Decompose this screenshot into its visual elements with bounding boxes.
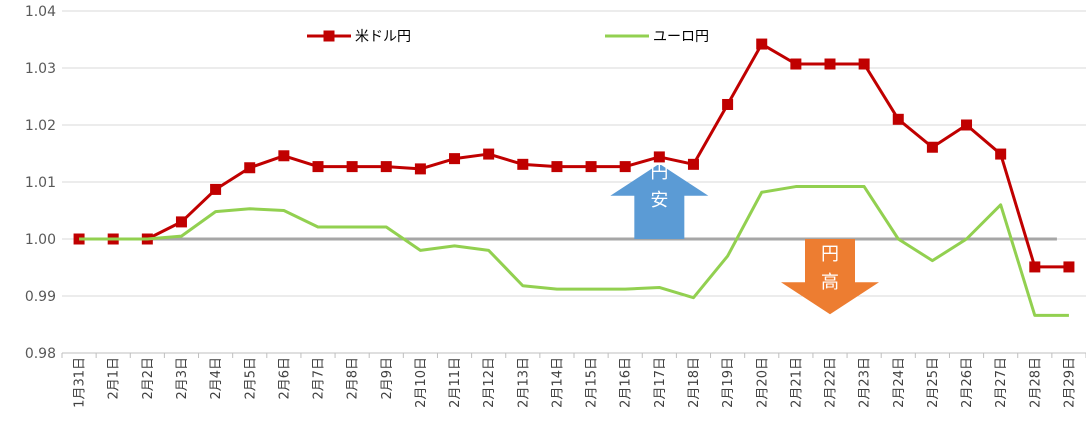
x-tick-label: 2月8日 [346, 357, 361, 400]
gridlines [62, 10, 1086, 354]
x-tick-label: 2月22日 [824, 357, 839, 408]
arrow-label: 安 [650, 190, 668, 211]
data-point-marker [756, 38, 768, 50]
y-tick-label: 1.04 [25, 4, 56, 20]
y-tick-label: 1.03 [25, 61, 56, 77]
data-point-marker [995, 148, 1007, 160]
x-tick-label: 2月19日 [721, 357, 736, 408]
x-tick-label: 2月3日 [175, 357, 190, 400]
data-point-marker [1063, 261, 1075, 273]
y-tick-label: 1.00 [25, 232, 56, 248]
data-point-marker [175, 216, 187, 228]
x-tick-label: 2月17日 [653, 357, 668, 408]
x-tick-label: 2月14日 [550, 357, 565, 408]
x-tick-label: 2月4日 [209, 357, 224, 400]
data-point-marker [1029, 261, 1041, 273]
legend-label: 米ドル円 [355, 29, 411, 45]
x-tick-label: 2月25日 [926, 357, 941, 408]
x-tick-label: 2月1日 [107, 357, 122, 400]
y-tick-label: 0.99 [25, 289, 56, 305]
y-tick-label: 1.01 [25, 175, 56, 191]
x-tick-label: 2月28日 [1028, 357, 1043, 408]
x-tick-label: 2月16日 [619, 357, 634, 408]
legend: 米ドル円 ユーロ円 [307, 29, 709, 45]
x-tick-label: 2月21日 [789, 357, 804, 408]
data-point-marker [278, 150, 290, 162]
x-tick-label: 2月20日 [755, 357, 770, 408]
legend-swatch-marker [323, 30, 335, 42]
series-line-0 [79, 42, 1069, 269]
x-tick-label: 2月10日 [414, 357, 429, 408]
series-line-1 [79, 185, 1069, 317]
arrow-label: 高 [821, 272, 839, 293]
data-point-marker [483, 148, 495, 160]
data-point-marker [551, 161, 563, 173]
x-tick-label: 2月29日 [1062, 357, 1077, 408]
x-tick-label: 2月26日 [960, 357, 975, 408]
x-tick-label: 2月9日 [380, 357, 395, 400]
yen-strong-arrow [781, 239, 879, 315]
data-point-marker [961, 119, 973, 131]
data-point-marker [858, 58, 870, 70]
series-lines [73, 38, 1075, 317]
x-axis-tick-labels: 1月31日 2月1日 2月2日 2月3日 2月4日 2月5日 2月6日 2月7日 2月8日 2月9… [73, 357, 1078, 408]
arrow-label: 円 [821, 244, 839, 265]
x-tick-label: 2月24日 [892, 357, 907, 408]
x-tick-label: 2月5日 [243, 357, 258, 400]
x-tick-label: 2月18日 [687, 357, 702, 408]
x-tick-label: 2月12日 [482, 357, 497, 408]
data-point-marker [380, 161, 392, 173]
data-point-marker [926, 141, 938, 153]
arrow-label: 円 [650, 162, 668, 183]
x-tick-label: 2月2日 [141, 357, 156, 400]
data-point-marker [244, 162, 256, 174]
x-tick-label: 2月6日 [277, 357, 292, 400]
legend-label: ユーロ円 [653, 29, 709, 45]
y-tick-label: 0.98 [25, 346, 56, 362]
x-tick-label: 2月11日 [448, 357, 463, 408]
y-axis-tick-labels: 0.98 0.99 1.00 1.01 1.02 1.03 1.04 [25, 4, 56, 362]
yen-weak-arrow [610, 163, 709, 239]
x-tick-label: 2月13日 [516, 357, 531, 408]
data-point-marker [687, 158, 699, 170]
data-point-marker [346, 161, 358, 173]
data-point-marker [73, 233, 85, 245]
data-point-marker [653, 151, 665, 163]
data-point-marker [790, 58, 802, 70]
y-tick-label: 1.02 [25, 118, 56, 134]
x-tick-label: 2月15日 [585, 357, 600, 408]
x-axis [61, 352, 1086, 358]
data-point-marker [619, 161, 631, 173]
data-point-marker [517, 158, 529, 170]
data-point-marker [722, 98, 734, 110]
data-point-marker [312, 161, 324, 173]
data-point-marker [449, 153, 461, 165]
x-tick-label: 2月23日 [858, 357, 873, 408]
x-tick-label: 1月31日 [73, 357, 88, 408]
data-point-marker [414, 163, 426, 175]
data-point-marker [892, 113, 904, 125]
data-point-marker [824, 58, 836, 70]
x-tick-label: 2月7日 [312, 357, 327, 400]
data-point-marker [210, 183, 222, 195]
x-tick-label: 2月27日 [994, 357, 1009, 408]
data-point-marker [585, 161, 597, 173]
